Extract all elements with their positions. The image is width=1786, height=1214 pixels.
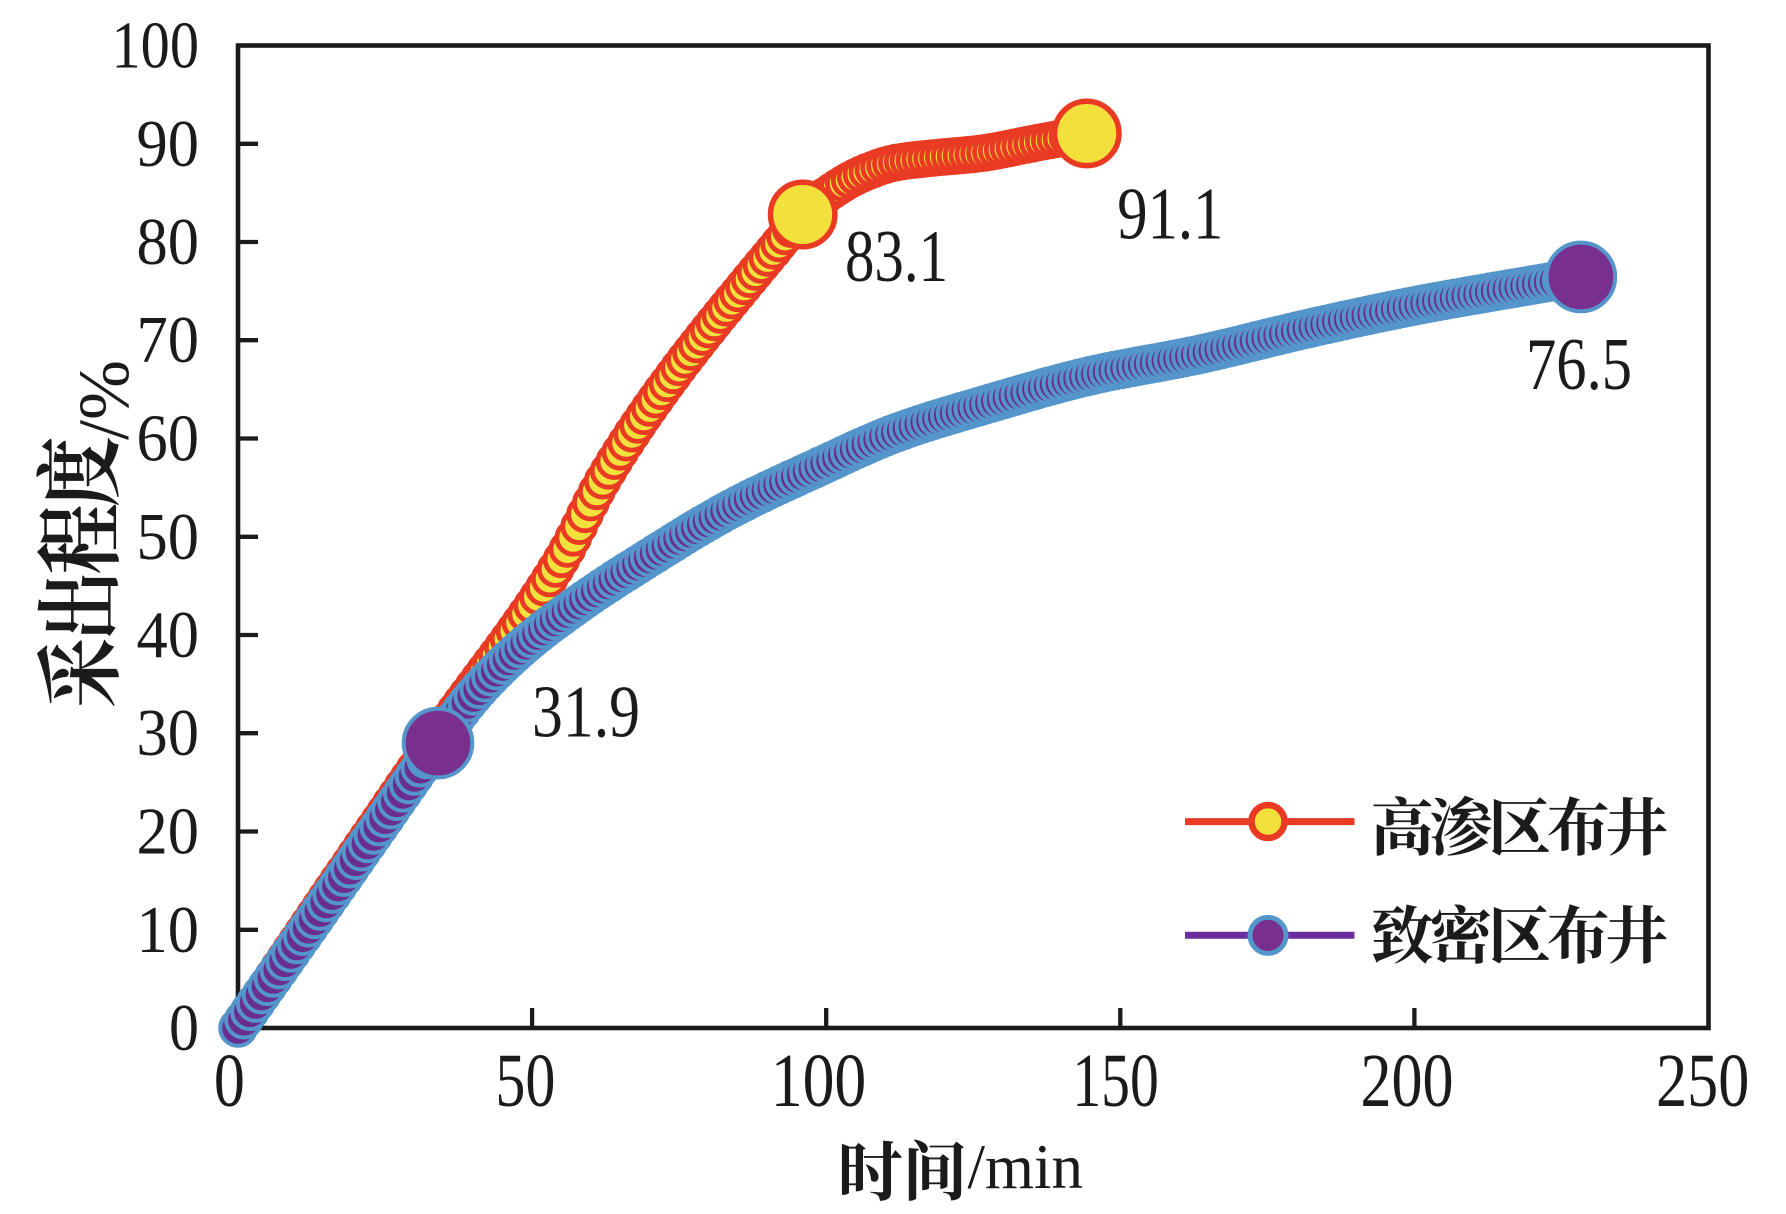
svg-text:100: 100 [112,9,200,83]
svg-text:30: 30 [137,696,200,770]
svg-text:20: 20 [137,795,200,869]
svg-text:250: 250 [1656,1039,1749,1123]
svg-text:/min: /min [968,1132,1084,1202]
svg-text:/%: /% [64,360,144,440]
svg-text:83.1: 83.1 [845,216,948,298]
svg-text:150: 150 [1072,1039,1159,1123]
svg-text:100: 100 [771,1039,867,1123]
svg-text:60: 60 [137,402,200,476]
svg-text:80: 80 [137,205,200,279]
svg-text:90: 90 [137,107,200,181]
svg-text:10: 10 [137,893,200,967]
svg-text:50: 50 [137,500,200,574]
svg-text:0: 0 [169,991,199,1065]
svg-text:40: 40 [137,598,200,672]
svg-text:70: 70 [137,303,200,377]
svg-text:0: 0 [214,1039,245,1123]
svg-text:76.5: 76.5 [1526,324,1632,406]
svg-text:31.9: 31.9 [532,672,640,754]
svg-text:200: 200 [1361,1039,1454,1123]
svg-text:91.1: 91.1 [1117,174,1223,256]
svg-text:50: 50 [495,1039,555,1123]
